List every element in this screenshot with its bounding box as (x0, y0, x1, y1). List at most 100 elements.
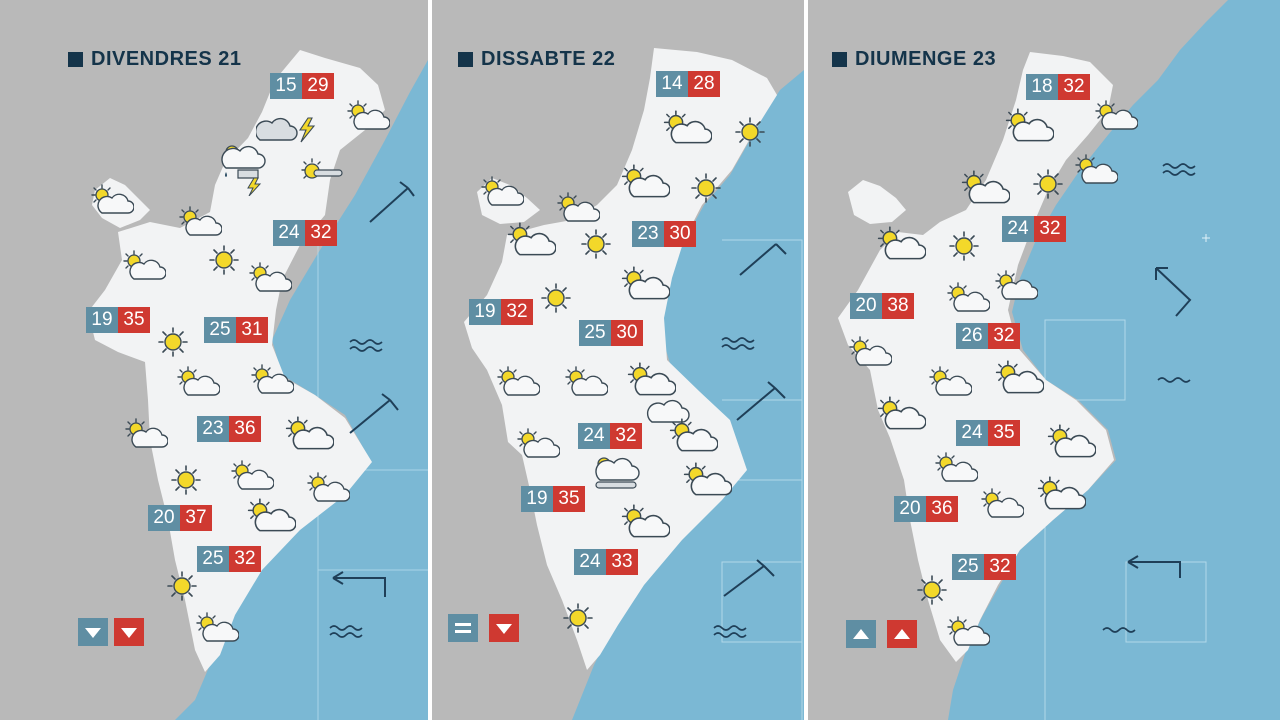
title-square-icon (68, 52, 83, 67)
max-temp: 35 (118, 307, 150, 333)
sun-cloud-icon (196, 612, 239, 642)
temperature-badge: 25 32 (952, 554, 1016, 580)
wind-arrows (332, 181, 415, 597)
min-temp: 19 (521, 486, 553, 512)
sun-cloud-icon (935, 452, 978, 482)
map-background (464, 48, 804, 720)
title-square-icon (458, 52, 473, 67)
temperature-badge: 19 35 (86, 307, 150, 333)
map-background (838, 0, 1280, 720)
sun-cloud-large-icon (621, 266, 670, 300)
temperature-badge: 19 32 (469, 299, 533, 325)
grid-crosses (1202, 234, 1210, 242)
sun-icon (563, 603, 593, 633)
max-temp: 33 (606, 549, 638, 575)
wind-arrows (723, 243, 787, 597)
min-trend-equal-icon (448, 614, 478, 642)
temperature-badge: 25 30 (579, 320, 643, 346)
sun-cloud-large-icon (1005, 108, 1054, 142)
temperature-badge: 20 36 (894, 496, 958, 522)
forecast-panel-sunday: DIUMENGE 23 18 32 24 32 20 38 26 32 24 35 20 3… (808, 0, 1280, 720)
sun-cloud-icon (849, 336, 892, 366)
max-trend-down-icon (114, 618, 144, 646)
min-temp: 24 (956, 420, 988, 446)
sun-cloud-large-icon (247, 498, 296, 532)
sun-cloud-large-icon (285, 416, 334, 450)
min-temp: 25 (197, 546, 229, 572)
temperature-badge: 19 35 (521, 486, 585, 512)
sun-cloud-icon (125, 418, 168, 448)
max-temp: 37 (180, 505, 212, 531)
max-temp: 30 (664, 221, 696, 247)
sun-cloud-large-icon (961, 170, 1010, 204)
sun-cloud-icon (249, 262, 292, 292)
sun-icon (171, 465, 201, 495)
day-title: DISSABTE 22 (458, 48, 615, 71)
max-temp: 32 (988, 323, 1020, 349)
land-region (88, 50, 385, 672)
land-region (464, 48, 777, 670)
max-temp: 32 (229, 546, 261, 572)
forecast-panel-friday: DIVENDRES 21 15 29 24 32 19 35 25 31 23 36 20… (0, 0, 428, 720)
max-temp: 29 (302, 73, 334, 99)
sun-cloud-large-icon (621, 504, 670, 538)
sun-cloud-icon (557, 192, 600, 222)
max-temp: 31 (236, 317, 268, 343)
sun-cloud-icon (1095, 100, 1138, 130)
min-temp: 20 (894, 496, 926, 522)
max-temp: 32 (501, 299, 533, 325)
day-label: DIUMENGE 23 (855, 48, 997, 70)
max-temp: 36 (229, 416, 261, 442)
sun-cloud-rain-icon (221, 145, 266, 196)
min-temp: 24 (1002, 216, 1034, 242)
sun-cloud-icon (981, 488, 1024, 518)
temperature-badge: 20 38 (850, 293, 914, 319)
wave-symbols (329, 339, 383, 638)
sun-cloud-icon (995, 270, 1038, 300)
sea (175, 60, 428, 720)
sun-cloud-icon (179, 206, 222, 236)
temperature-badge: 15 29 (270, 73, 334, 99)
sun-cloud-large-icon (507, 222, 556, 256)
max-temp: 35 (988, 420, 1020, 446)
sun-cloud-icon (947, 282, 990, 312)
sun-icon (691, 173, 721, 203)
temperature-badge: 23 36 (197, 416, 261, 442)
sea (572, 70, 804, 720)
max-temp: 38 (882, 293, 914, 319)
min-trend-down-icon (78, 618, 108, 646)
min-temp: 25 (579, 320, 611, 346)
sun-cloud-icon (123, 250, 166, 280)
min-temp: 26 (956, 323, 988, 349)
max-temp: 35 (553, 486, 585, 512)
min-temp: 23 (197, 416, 229, 442)
sun-icon (949, 231, 979, 261)
max-temp: 32 (1058, 74, 1090, 100)
sun-cloud-icon (929, 366, 972, 396)
min-temp: 24 (574, 549, 606, 575)
max-temp: 36 (926, 496, 958, 522)
sun-cloud-icon (307, 472, 350, 502)
temperature-badge: 20 37 (148, 505, 212, 531)
sun-icon (1033, 169, 1063, 199)
sun-cloud-large-icon (683, 462, 732, 496)
temperature-badge: 25 32 (197, 546, 261, 572)
sun-cloud-icon (177, 366, 220, 396)
sun-icon (158, 327, 188, 357)
temperature-badge: 24 32 (1002, 216, 1066, 242)
wind-arrows (1127, 267, 1192, 578)
max-temp: 32 (305, 220, 337, 246)
sun-cloud-icon (1075, 154, 1118, 184)
day-title: DIVENDRES 21 (68, 48, 242, 71)
wave-symbols (713, 337, 755, 638)
sun-cloud-large-icon (877, 226, 926, 260)
title-square-icon (832, 52, 847, 67)
max-trend-down-icon (489, 614, 519, 642)
temperature-badge: 24 35 (956, 420, 1020, 446)
sun-cloud-icon (497, 366, 540, 396)
sun-cloud-icon (347, 100, 390, 130)
sun-cloud-large-icon (1047, 424, 1096, 458)
min-temp: 23 (632, 221, 664, 247)
land-region (838, 52, 1114, 662)
